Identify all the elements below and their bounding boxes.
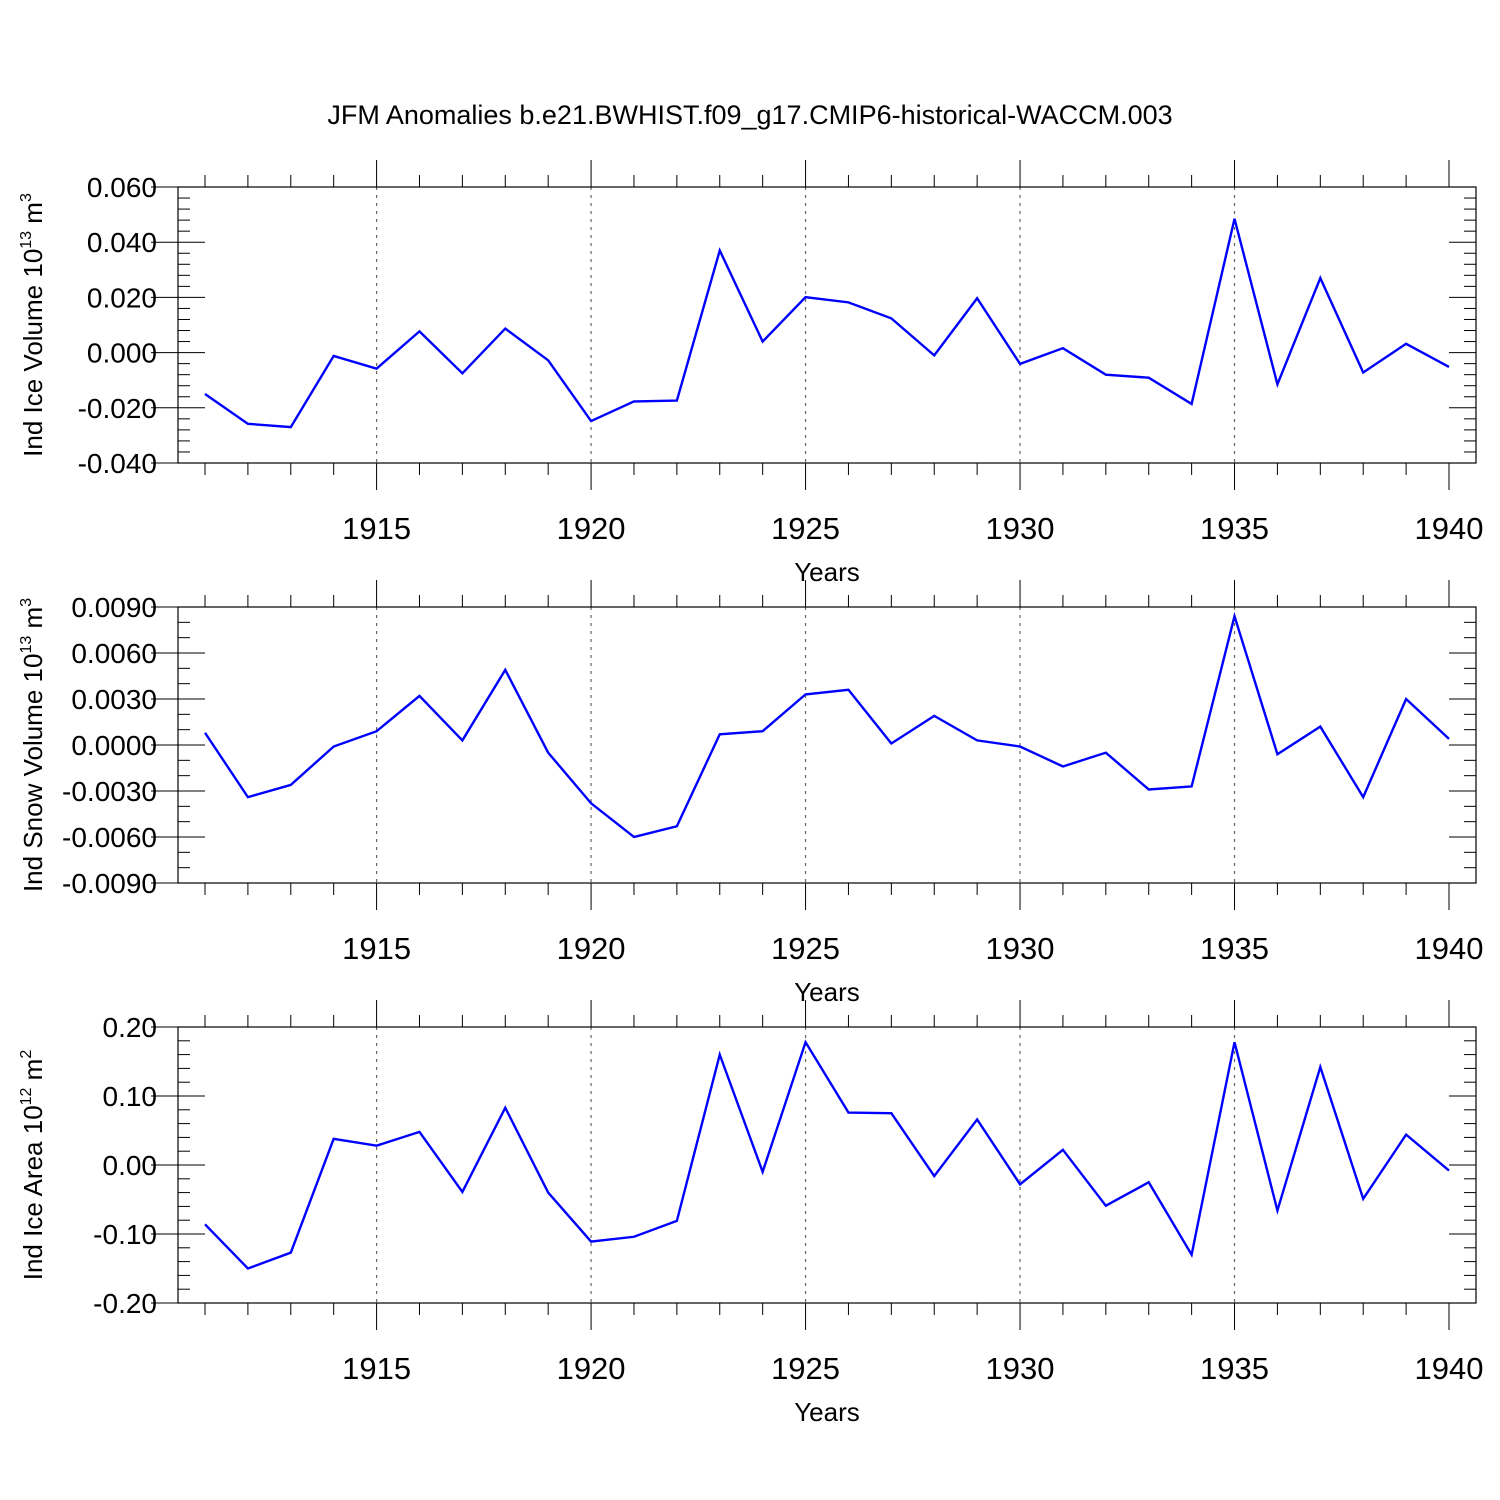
y-tick-label: 0.20 [103, 1012, 158, 1043]
y-tick-label: -0.20 [93, 1288, 157, 1319]
y-tick-label: 0.0000 [71, 730, 157, 761]
x-tick-label: 1930 [986, 511, 1055, 546]
x-tick-label: 1915 [342, 1351, 411, 1386]
x-axis-title: Years [794, 557, 860, 587]
y-tick-label: -0.0060 [62, 822, 157, 853]
y-tick-label: -0.040 [78, 448, 157, 479]
y-tick-label: 0.060 [87, 172, 157, 203]
y-tick-label: 0.040 [87, 227, 157, 258]
plot-frame [177, 186, 1477, 464]
x-axis-title: Years [794, 977, 860, 1007]
y-tick-label: 0.0060 [71, 638, 157, 669]
x-tick-label: 1935 [1200, 1351, 1269, 1386]
chart-panels: 1915 1920 1925 1930 1935 1940 Years -0.040 -0.02… [18, 160, 1483, 1427]
y-tick-label: 0.0030 [71, 684, 157, 715]
x-tick-label: 1925 [771, 1351, 840, 1386]
y-axis-title: Ind Snow Volume 1013 m3 [18, 598, 48, 892]
y-tick-label: 0.10 [103, 1081, 158, 1112]
y-axis-title: Ind Ice Volume 1013 m3 [18, 193, 48, 457]
y-tick-label: -0.0090 [62, 868, 157, 899]
y-tick-label: 0.00 [103, 1150, 158, 1181]
y-tick-label: -0.10 [93, 1219, 157, 1250]
x-axis-title: Years [794, 1397, 860, 1427]
y-tick-label: 0.0090 [71, 592, 157, 623]
chart-panel-2: 1915 1920 1925 1930 1935 1940 Years -0.0090 -0.0… [18, 580, 1483, 1007]
x-tick-label: 1915 [342, 931, 411, 966]
x-tick-label: 1915 [342, 511, 411, 546]
x-tick-label: 1925 [771, 511, 840, 546]
x-tick-label: 1940 [1415, 511, 1484, 546]
chart-panel-3: 1915 1920 1925 1930 1935 1940 Years -0.20 -0.10 0… [18, 1000, 1483, 1427]
series-line [204, 611, 1450, 839]
plot-frame [177, 606, 1477, 884]
y-tick-label: 0.020 [87, 282, 157, 313]
y-tick-label: 0.000 [87, 338, 157, 369]
plot-frame [177, 1026, 1477, 1304]
series-line [204, 1039, 1450, 1270]
figure-title: JFM Anomalies b.e21.BWHIST.f09_g17.CMIP6… [327, 100, 1172, 130]
x-tick-label: 1935 [1200, 511, 1269, 546]
y-tick-label: -0.0030 [62, 776, 157, 807]
x-tick-label: 1925 [771, 931, 840, 966]
y-tick-label: -0.020 [78, 393, 157, 424]
chart-panel-1: 1915 1920 1925 1930 1935 1940 Years -0.040 -0.02… [18, 160, 1483, 587]
x-tick-label: 1935 [1200, 931, 1269, 966]
x-tick-label: 1920 [557, 1351, 626, 1386]
x-tick-label: 1930 [986, 931, 1055, 966]
x-tick-label: 1940 [1415, 931, 1484, 966]
y-axis-title: Ind Ice Area 1012 m2 [18, 1050, 48, 1281]
x-tick-label: 1920 [557, 511, 626, 546]
x-tick-label: 1930 [986, 1351, 1055, 1386]
series-line [204, 218, 1450, 429]
x-tick-label: 1920 [557, 931, 626, 966]
x-tick-label: 1940 [1415, 1351, 1484, 1386]
